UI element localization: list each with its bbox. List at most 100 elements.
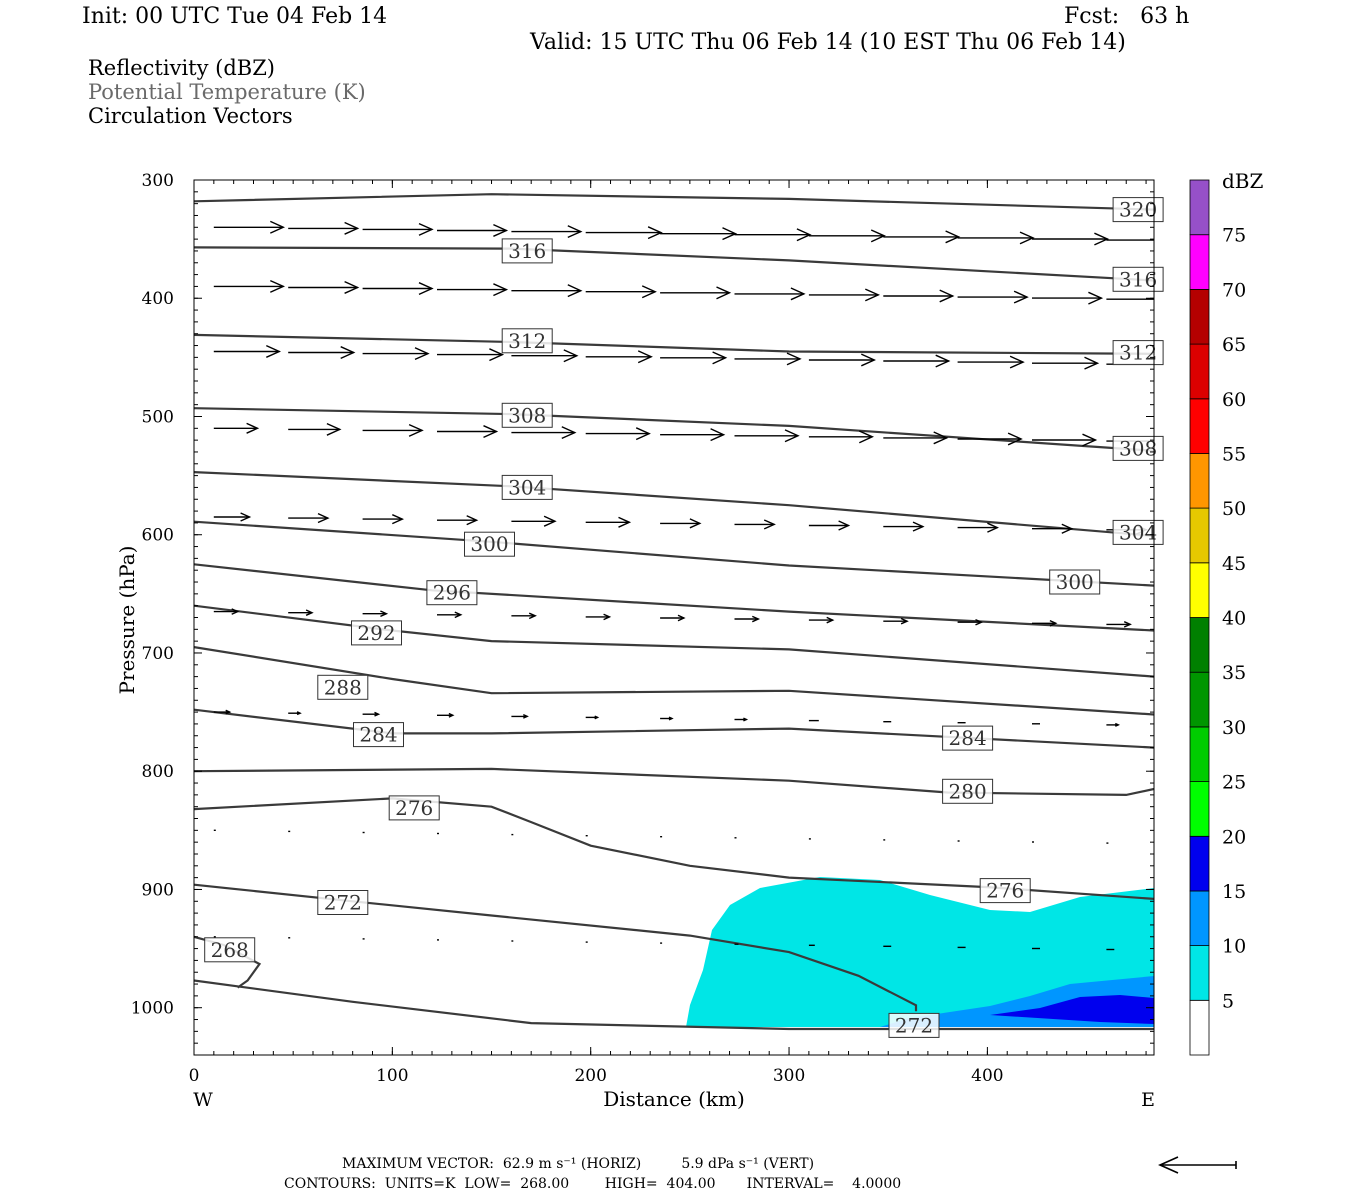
circulation-vector — [437, 348, 505, 362]
x-tick-label: 400 — [971, 1066, 1003, 1086]
colorbar-swatch — [1189, 452, 1210, 509]
theta-label-272-0: 272 — [317, 890, 369, 915]
colorbar-swatch — [1189, 562, 1210, 618]
theta-contour-296-6 — [194, 563, 1154, 632]
circulation-vector — [660, 227, 738, 241]
circulation-vector — [957, 618, 984, 626]
circulation-vector — [288, 512, 330, 524]
circulation-vector — [1032, 433, 1098, 447]
y-tick-label: 700 — [142, 644, 174, 664]
circulation-vector — [362, 610, 389, 618]
y-tick-label: 300 — [142, 171, 174, 191]
theta-label-312-1: 312 — [1112, 340, 1164, 366]
theta-label-288-0: 288 — [317, 674, 369, 700]
colorbar-swatch — [1189, 398, 1210, 454]
circulation-vector — [883, 617, 909, 625]
x-axis-east-label: E — [1141, 1089, 1155, 1111]
circulation-vector — [808, 520, 851, 531]
circulation-vector — [1106, 239, 1154, 241]
colorbar-title: dBZ — [1222, 169, 1264, 193]
circulation-vector — [808, 616, 835, 624]
circulation-vector — [437, 223, 509, 237]
circulation-vector — [957, 432, 1023, 446]
init-time: Init: 00 UTC Tue 04 Feb 14 — [82, 4, 388, 29]
circulation-vector — [213, 709, 232, 715]
circulation-vector — [734, 228, 812, 242]
svg-text:300: 300 — [1056, 570, 1094, 594]
circulation-vector — [808, 353, 877, 367]
circulation-vector — [808, 229, 886, 243]
colorbar-level-label: 5 — [1222, 990, 1234, 1012]
colorbar-level-label: 55 — [1222, 443, 1246, 465]
svg-text:272: 272 — [895, 1013, 933, 1037]
y-tick-label: 400 — [142, 289, 174, 309]
circulation-vector — [362, 514, 405, 525]
y-axis-label: Pressure (hPa) — [115, 546, 139, 695]
circulation-vector — [1032, 232, 1110, 246]
theta-contour-288-8 — [194, 646, 1154, 716]
colorbar-level-label: 20 — [1222, 826, 1246, 848]
colorbar-level-label: 40 — [1222, 608, 1246, 630]
circulation-vector — [1032, 356, 1100, 370]
theta-label-316-1: 316 — [1112, 266, 1164, 292]
circulation-vector — [660, 286, 732, 300]
colorbar-swatch — [1189, 835, 1210, 892]
svg-text:268: 268 — [211, 938, 249, 962]
circulation-vector — [883, 354, 951, 368]
circulation-vector — [660, 716, 674, 721]
colorbar-level-label: 75 — [1222, 225, 1246, 247]
theta-contour-272-12 — [194, 883, 918, 1012]
svg-text:284: 284 — [359, 723, 397, 747]
svg-text:288: 288 — [324, 675, 362, 699]
circulation-vector — [437, 712, 455, 718]
theta-label-300-0: 300 — [464, 531, 515, 557]
circulation-vector — [957, 231, 1035, 245]
circulation-vector — [585, 226, 663, 240]
svg-text:304: 304 — [508, 475, 546, 499]
circulation-vector — [437, 611, 463, 619]
circulation-vector — [734, 519, 776, 530]
theta-label-320-0: 320 — [1112, 197, 1164, 223]
svg-text:276: 276 — [395, 796, 433, 820]
svg-text:312: 312 — [1119, 341, 1157, 365]
circulation-vector — [808, 288, 881, 302]
circulation-vector — [213, 279, 286, 293]
svg-text:280: 280 — [949, 779, 987, 803]
reflectivity-15-region — [990, 995, 1154, 1024]
colorbar-swatch — [1189, 179, 1210, 236]
circulation-vector — [883, 289, 955, 303]
forecast-hour: Fcst: 63 h — [1064, 4, 1190, 29]
theta-label-268-0: 268 — [204, 937, 256, 963]
theta-label-276-1: 276 — [979, 878, 1031, 904]
theta-contour-280-10 — [194, 767, 1154, 797]
circulation-vector — [957, 355, 1025, 369]
theta-contour-304-4 — [194, 471, 1154, 537]
circulation-vector — [437, 283, 509, 297]
circulation-vector — [585, 613, 612, 621]
circulation-vector — [362, 282, 434, 296]
theta-label-272-1: 272 — [888, 1012, 940, 1038]
circulation-vector — [288, 422, 342, 436]
theta-label-300-1: 300 — [1049, 569, 1101, 595]
circulation-vector — [585, 427, 651, 441]
circulation-vector — [660, 351, 728, 365]
colorbar-level-label: 45 — [1222, 553, 1246, 575]
theta-contour-300-5 — [194, 520, 1154, 587]
reflectivity-5-region — [686, 877, 1154, 1027]
colorbar-swatch — [1189, 507, 1210, 564]
svg-text:316: 316 — [1119, 267, 1157, 291]
circulation-vector — [1106, 298, 1154, 300]
circulation-vector — [1032, 619, 1058, 627]
colorbar-swatch — [1189, 999, 1210, 1056]
circulation-vector — [734, 287, 806, 301]
circulation-vector — [585, 350, 653, 364]
svg-text:292: 292 — [357, 621, 395, 645]
theta-contour-284-9 — [194, 708, 1154, 749]
circulation-vector — [734, 429, 800, 443]
circulation-vector — [1106, 722, 1121, 727]
x-tick-label: 100 — [376, 1066, 408, 1086]
valid-time: Valid: 15 UTC Thu 06 Feb 14 (10 EST Thu … — [530, 30, 1126, 55]
colorbar-level-label: 70 — [1222, 279, 1246, 301]
theta-contour-312-2 — [194, 333, 1154, 355]
x-axis-label: Distance (km) — [603, 1087, 745, 1111]
